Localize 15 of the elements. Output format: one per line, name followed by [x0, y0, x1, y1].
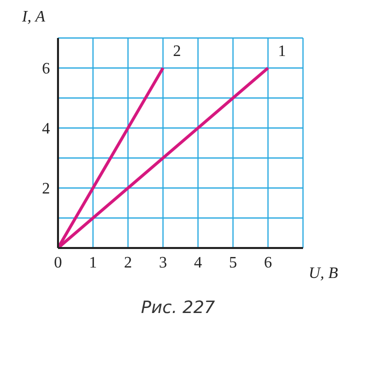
x-tick-label: 6: [264, 254, 272, 272]
text: Рис. 227: [140, 298, 216, 318]
x-tick-label: 2: [124, 254, 132, 272]
x-tick-label: 5: [229, 254, 237, 272]
x-tick-label: 3: [159, 254, 167, 272]
y-tick-label: 4: [42, 120, 50, 138]
series-label: 2: [173, 43, 181, 60]
y-tick-label: 6: [42, 60, 50, 78]
x-tick-label: 1: [89, 254, 97, 272]
y-tick-label: 2: [42, 180, 50, 198]
x-tick-label: 0: [54, 254, 62, 272]
x-axis-title: U, В: [308, 265, 338, 282]
y-axis-title: I, А: [21, 8, 46, 26]
x-tick-label: 4: [194, 254, 202, 272]
series-label: 1: [278, 43, 286, 60]
